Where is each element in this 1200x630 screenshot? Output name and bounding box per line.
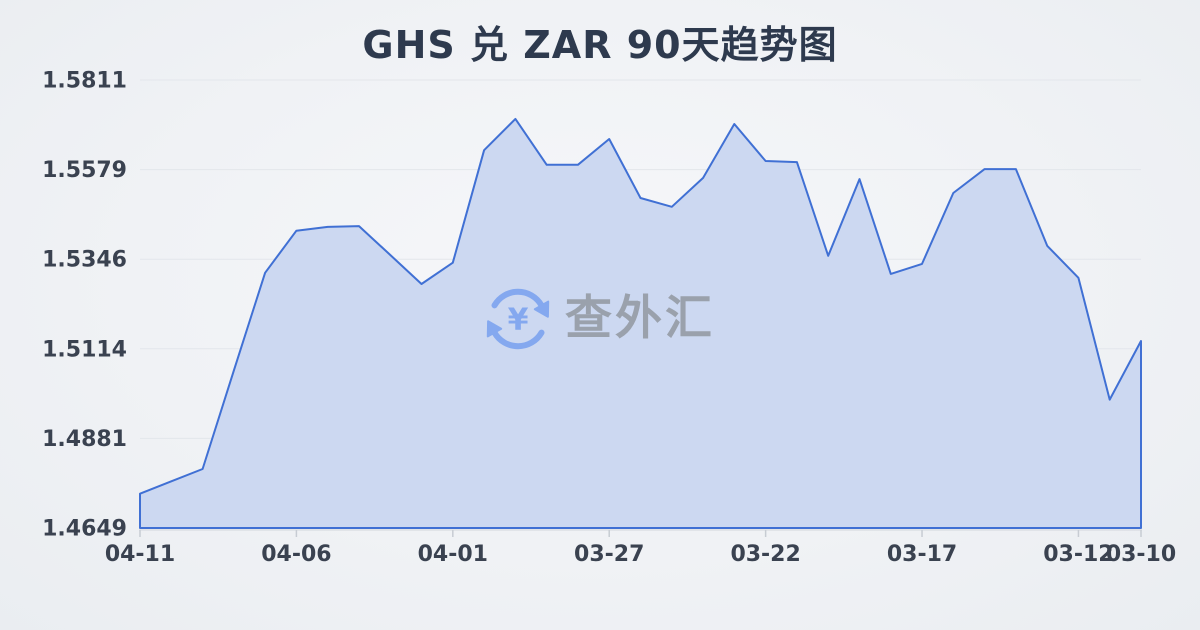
y-axis-label: 1.5811	[42, 69, 127, 94]
y-axis-label: 1.5346	[42, 248, 127, 273]
y-axis-label: 1.4881	[42, 427, 127, 452]
x-axis-label: 03-12	[1043, 542, 1113, 567]
x-axis-label: 03-10	[1106, 542, 1176, 567]
chart-title: GHS 兑 ZAR 90天趋势图	[362, 23, 838, 67]
x-axis-label: 03-27	[574, 542, 644, 567]
x-axis-label: 04-11	[105, 542, 175, 567]
y-axis-label: 1.4649	[42, 517, 127, 542]
x-axis-label: 03-17	[887, 542, 957, 567]
x-axis-label: 04-01	[418, 542, 488, 567]
x-axis-label: 04-06	[261, 542, 331, 567]
y-axis-label: 1.5579	[42, 158, 127, 183]
x-axis-label: 03-22	[730, 542, 800, 567]
y-axis-label: 1.5114	[42, 337, 127, 362]
area-series	[139, 117, 1142, 529]
